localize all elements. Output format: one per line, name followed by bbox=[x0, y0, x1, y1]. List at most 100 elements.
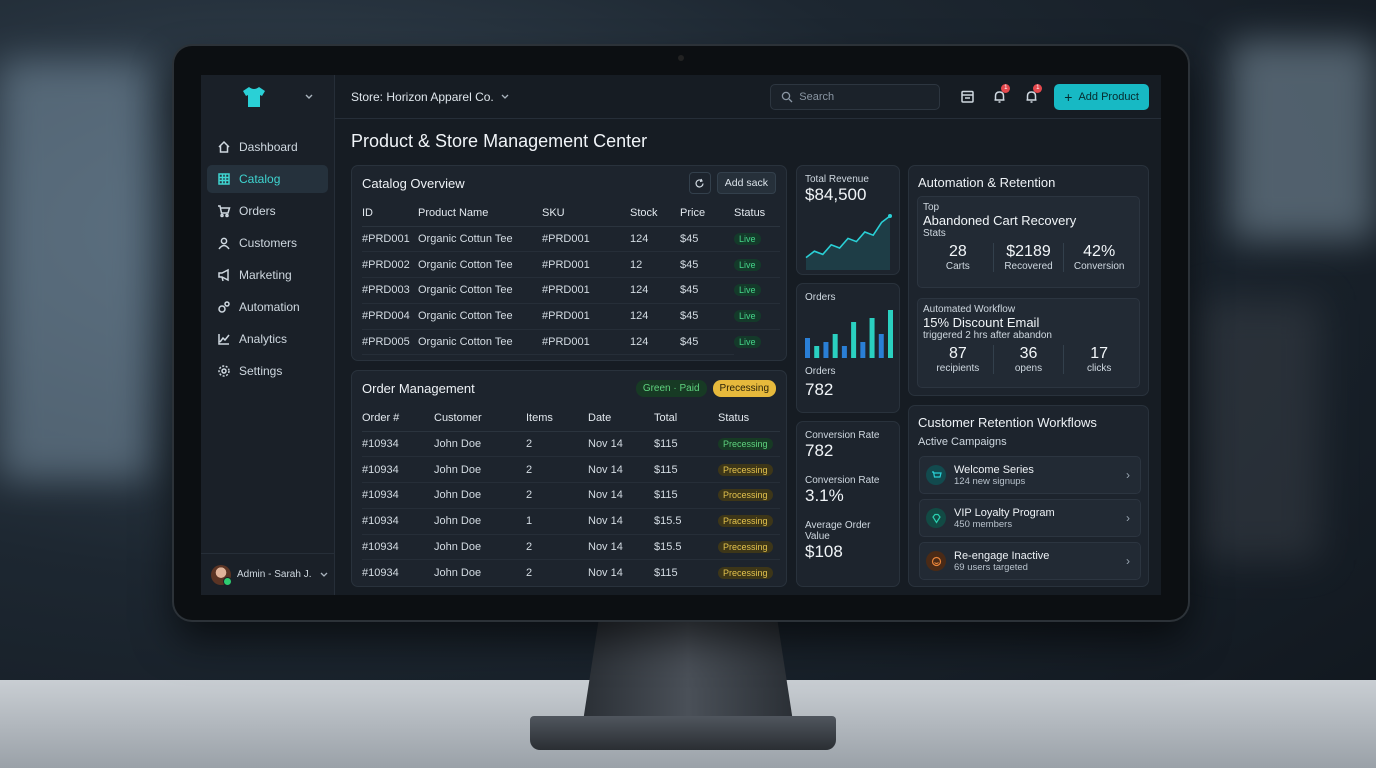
chevron-down-icon bbox=[321, 572, 328, 577]
user-menu[interactable]: Admin - Sarah J. bbox=[201, 553, 334, 595]
aov-label: Average Order Value bbox=[805, 520, 871, 542]
status-badge: Live bbox=[734, 284, 761, 297]
abandoned-cart-card[interactable]: Top Abandoned Cart Recovery Stats 28 Cart… bbox=[917, 196, 1140, 288]
status-badge: Precessing bbox=[718, 541, 773, 554]
bell-icon bbox=[994, 91, 1005, 103]
tshirt-logo-icon[interactable] bbox=[241, 86, 267, 108]
automation-title: Automation & Retention bbox=[918, 175, 1056, 190]
status-badge: Processing bbox=[718, 489, 773, 502]
main-content: Store: Horizon Apparel Co. Search 1 1 + A… bbox=[335, 75, 1161, 595]
col-product-name[interactable]: Product Name bbox=[418, 200, 542, 227]
status-badge: Live bbox=[734, 258, 761, 271]
revenue-last-point bbox=[888, 214, 892, 218]
orders-card[interactable]: Orders Orders 782 bbox=[796, 283, 900, 413]
status-badge: Precessing bbox=[718, 437, 773, 450]
col-id[interactable]: ID bbox=[362, 200, 418, 227]
campaign-reengage-inactive[interactable]: Re-engage Inactive 69 users targeted › bbox=[919, 542, 1141, 580]
col-sku[interactable]: SKU bbox=[542, 200, 630, 227]
col-stock[interactable]: Stock bbox=[630, 200, 680, 227]
status-badge: Live bbox=[734, 336, 761, 349]
table-row[interactable]: #10934 John Doe 2 Nov 14 $115 Processing bbox=[362, 482, 780, 509]
table-row[interactable]: #PRD004 Organic Cotton Tee #PRD001 124 $45 Li… bbox=[362, 303, 780, 330]
revenue-area bbox=[806, 216, 890, 270]
col-order-status[interactable]: Status bbox=[718, 405, 780, 432]
orders-bar bbox=[841, 346, 847, 358]
table-row[interactable]: #PRD002 Organic Cotton Tee #PRD001 12 $45 Liv… bbox=[362, 251, 780, 279]
cart-icon bbox=[218, 205, 231, 218]
search-input[interactable]: Search bbox=[770, 83, 941, 110]
orders-bar bbox=[823, 342, 829, 358]
table-row[interactable]: #PRD005 Organic Cotton Tee #PRD001 124 $45 Li… bbox=[362, 329, 780, 356]
campaign-welcome-series[interactable]: Welcome Series 124 new signups › bbox=[919, 456, 1141, 494]
sidebar-item-catalog[interactable]: Catalog bbox=[207, 165, 328, 193]
sidebar-item-automation[interactable]: Automation bbox=[207, 293, 328, 321]
retention-workflows-panel: Customer Retention Workflows Active Camp… bbox=[908, 405, 1149, 587]
total-revenue-card[interactable]: Total Revenue $84,500 bbox=[796, 165, 900, 275]
sidebar-item-customers[interactable]: Customers bbox=[207, 229, 328, 257]
orders-bar bbox=[869, 318, 875, 358]
filter-paid-chip[interactable]: Green · Paid bbox=[635, 379, 707, 397]
table-row[interactable]: #PRD003 Organic Cotton Tee #PRD001 124 $45 Li… bbox=[362, 277, 780, 304]
table-row[interactable]: #10934 John Doe 2 Nov 14 $115 Precessing bbox=[362, 431, 780, 458]
col-date[interactable]: Date bbox=[588, 405, 654, 432]
sidebar-item-settings[interactable]: Settings bbox=[207, 357, 328, 385]
orders-bar bbox=[832, 334, 838, 358]
campaign-vip-loyalty[interactable]: VIP Loyalty Program 450 members › bbox=[919, 499, 1141, 537]
table-row[interactable]: #10934 John Doe 2 Nov 14 $15.5 Precessing bbox=[362, 534, 780, 561]
sidebar: Dashboard Catalog Orders Customers Marke… bbox=[201, 75, 335, 595]
col-status[interactable]: Status bbox=[734, 200, 780, 227]
orders-chart-label: Orders bbox=[805, 292, 836, 303]
sidebar-item-dashboard[interactable]: Dashboard bbox=[207, 133, 328, 161]
add-product-button[interactable]: + Add Product bbox=[1054, 83, 1149, 110]
status-badge: Live bbox=[734, 232, 761, 245]
orders-bar bbox=[860, 342, 866, 358]
order-management-panel: Order Management Green · Paid Precessing… bbox=[351, 370, 787, 587]
diamond-icon bbox=[931, 513, 941, 524]
col-items[interactable]: Items bbox=[526, 405, 588, 432]
add-stock-button[interactable]: Add sack bbox=[716, 172, 776, 194]
catalog-table: ID Product Name SKU Stock Price Status #… bbox=[362, 200, 780, 356]
chevron-right-icon: › bbox=[1126, 554, 1130, 568]
alert-badge: 1 bbox=[1033, 83, 1043, 93]
col-total[interactable]: Total bbox=[654, 405, 718, 432]
webcam bbox=[678, 55, 684, 61]
table-row[interactable]: #10934 John Doe 2 Nov 14 $115 Precessing bbox=[362, 456, 780, 484]
chevron-right-icon: › bbox=[1126, 511, 1130, 525]
aov-value: $108 bbox=[805, 542, 843, 561]
refresh-icon bbox=[695, 178, 704, 187]
calendar-button[interactable] bbox=[956, 86, 978, 108]
gears-icon bbox=[218, 301, 230, 313]
chevron-down-icon[interactable] bbox=[304, 92, 314, 102]
store-selector[interactable]: Store: Horizon Apparel Co. bbox=[351, 90, 510, 104]
conversion-rate-label: Conversion Rate bbox=[805, 430, 880, 441]
table-row[interactable]: #PRD001 Organic Cottun Tee #PRD001 124 $45 Li… bbox=[362, 226, 780, 253]
workflow-name: Abandoned Cart Recovery bbox=[923, 213, 1077, 228]
chart-line-icon bbox=[218, 334, 230, 345]
discount-email-card[interactable]: Automated Workflow 15% Discount Email tr… bbox=[917, 298, 1140, 388]
conversion-rate-value: 3.1% bbox=[805, 486, 844, 505]
sidebar-item-marketing[interactable]: Marketing bbox=[207, 261, 328, 289]
status-badge: Live bbox=[734, 310, 761, 323]
refresh-button[interactable] bbox=[688, 172, 711, 194]
automation-retention-panel: Automation & Retention Top Abandoned Car… bbox=[908, 165, 1149, 396]
alerts-button[interactable]: 1 bbox=[1020, 83, 1043, 108]
status-badge: Precessing bbox=[718, 463, 773, 476]
orders-count: 782 bbox=[805, 380, 834, 399]
col-price[interactable]: Price bbox=[680, 200, 734, 227]
status-badge: Pracessing bbox=[718, 515, 773, 528]
conversion-rate-value: 782 bbox=[805, 441, 834, 460]
plus-icon: + bbox=[1064, 88, 1073, 105]
notification-badge: 1 bbox=[1001, 83, 1011, 93]
table-row[interactable]: #10934 John Doe 1 Nov 14 $15.5 Pracessing bbox=[362, 508, 780, 535]
notifications-button[interactable]: 1 bbox=[988, 83, 1011, 108]
conversion-rate-label: Conversion Rate bbox=[805, 475, 880, 486]
filter-processing-chip[interactable]: Precessing bbox=[712, 379, 776, 397]
home-icon bbox=[218, 140, 230, 153]
table-row[interactable]: #10934 John Doe 2 Nov 14 $115 Precessing bbox=[362, 560, 780, 586]
sidebar-item-analytics[interactable]: Analytics bbox=[207, 325, 328, 353]
col-order-number[interactable]: Order # bbox=[362, 405, 434, 432]
col-customer[interactable]: Customer bbox=[434, 405, 526, 432]
revenue-sparkline bbox=[805, 214, 892, 270]
orders-bar bbox=[814, 346, 820, 358]
sidebar-item-orders[interactable]: Orders bbox=[207, 197, 328, 225]
